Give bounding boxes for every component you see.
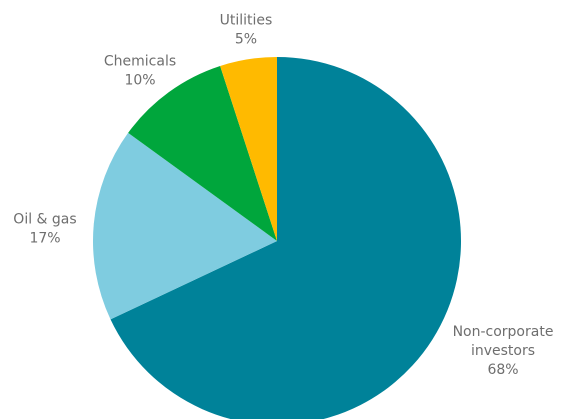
slice-name-label: Oil & gas bbox=[13, 212, 76, 228]
slice-value-label: 10% bbox=[124, 73, 155, 89]
pie-slice-0 bbox=[110, 57, 461, 419]
pie-slice-2 bbox=[128, 66, 277, 241]
pie-slice-label-3: Utilities 5% bbox=[220, 13, 273, 48]
slice-name-label: investors bbox=[471, 343, 535, 359]
slice-name-label: Chemicals bbox=[104, 54, 176, 70]
pie-labels: Non-corporate investors 68% Oil & gas 17% Che… bbox=[13, 13, 553, 379]
pie-slices bbox=[93, 57, 461, 419]
pie-slice-label-0: Non-corporate investors 68% bbox=[453, 324, 554, 378]
slice-value-label: 17% bbox=[29, 231, 60, 247]
slice-name-label: Utilities bbox=[220, 13, 273, 29]
slice-name-label: Non-corporate bbox=[453, 324, 554, 340]
slice-value-label: 5% bbox=[235, 32, 257, 48]
pie-slice-1 bbox=[93, 132, 277, 320]
slice-value-label: 68% bbox=[487, 362, 518, 378]
pie-slice-3 bbox=[220, 57, 277, 241]
pie-slice-label-2: Chemicals 10% bbox=[104, 54, 176, 89]
pie-slice-label-1: Oil & gas 17% bbox=[13, 212, 76, 247]
